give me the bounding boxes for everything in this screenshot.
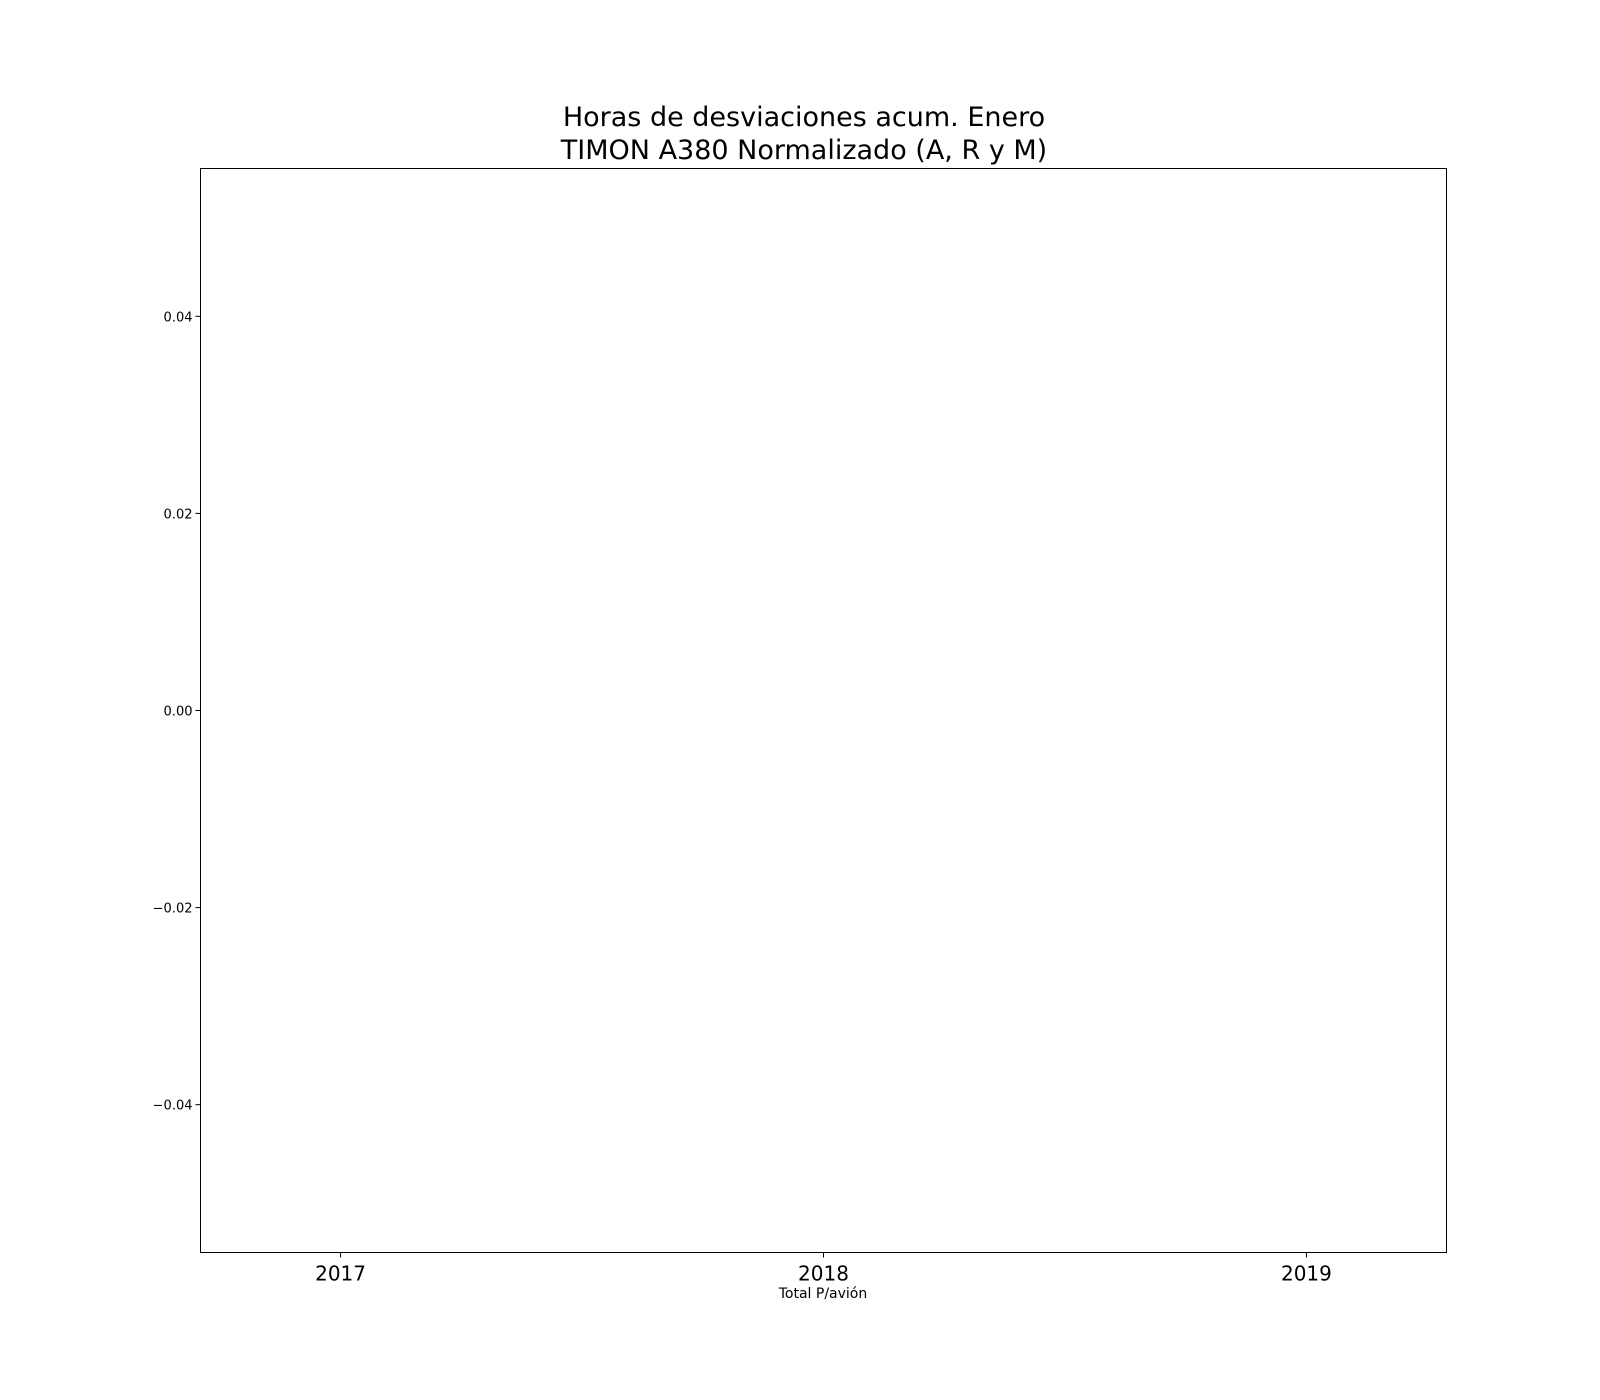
y-tick-label: −0.02 <box>153 902 193 917</box>
x-tick-label: 2018 <box>798 1262 849 1286</box>
x-axis-label: Total P/avión <box>778 1286 868 1302</box>
y-tick-label: 0.00 <box>164 705 193 720</box>
y-tick-label: 0.02 <box>164 507 193 522</box>
y-tick-label: 0.04 <box>164 310 193 325</box>
x-tick-label: 2017 <box>315 1262 366 1286</box>
plot-area-frame <box>200 168 1447 1253</box>
x-tick-label: 2019 <box>1281 1262 1332 1286</box>
y-tick-label: −0.04 <box>153 1099 193 1114</box>
chart-title-line-1: Horas de desviaciones acum. Enero <box>563 102 1045 133</box>
x-axis: 2017 2018 2019 <box>315 1252 1332 1286</box>
y-axis: 0.04 0.02 0.00 −0.02 −0.04 <box>153 310 201 1114</box>
chart-title-line-2: TIMON A380 Normalizado (A, R y M) <box>560 135 1047 166</box>
